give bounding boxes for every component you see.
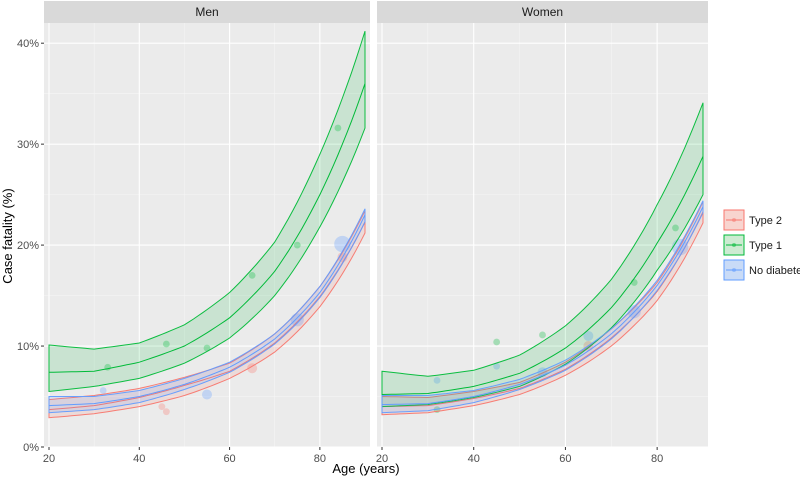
legend-item-no-diabetes: No diabetes xyxy=(723,259,800,281)
observed-point xyxy=(539,331,546,339)
legend-item-type-1: Type 1 xyxy=(723,234,782,256)
y-tick-label: 20% xyxy=(17,240,39,252)
observed-point xyxy=(158,403,166,411)
confidence-band-type-1 xyxy=(48,30,366,393)
x-tick-label: 80 xyxy=(651,453,663,465)
x-tick-label: 80 xyxy=(314,453,326,465)
legend: Type 2 Type 1 No diabetes xyxy=(723,209,800,281)
x-tick-label: 40 xyxy=(133,453,145,465)
observed-point xyxy=(493,338,501,346)
confidence-band-type-1 xyxy=(381,102,704,408)
mean-line-type-1 xyxy=(381,156,704,395)
mean-line-type-1 xyxy=(48,83,366,373)
legend-key-point xyxy=(732,268,736,272)
legend-key-point xyxy=(732,243,736,247)
observed-point xyxy=(334,124,342,132)
mean-line-type-2 xyxy=(48,221,366,411)
y-tick-label: 40% xyxy=(17,38,39,50)
observed-point xyxy=(293,241,301,249)
x-tick-label: 40 xyxy=(468,453,480,465)
y-axis-title: Case fatality (%) xyxy=(0,188,15,283)
x-tick-label: 20 xyxy=(43,453,55,465)
observed-point xyxy=(290,313,304,327)
observed-point xyxy=(583,330,594,341)
observed-point xyxy=(202,389,212,400)
y-tick-label: 0% xyxy=(23,442,39,454)
observed-point xyxy=(162,408,170,416)
facet-strip xyxy=(44,1,370,23)
confidence-band-type-2 xyxy=(381,201,704,416)
observed-point xyxy=(203,344,211,352)
observed-point xyxy=(334,235,351,253)
x-axis-title: Age (years) xyxy=(332,461,399,476)
panel-women: Women 20 40 60 80 xyxy=(376,1,708,465)
facet-strip-label: Women xyxy=(522,5,563,19)
mean-line-no-diabetes xyxy=(381,206,704,406)
panel-men: Men 20 40 60 80 0% 10% 20% 30% 40% xyxy=(17,1,370,465)
observed-point xyxy=(162,340,170,348)
observed-point xyxy=(493,362,501,370)
confidence-band-no-diabetes xyxy=(48,208,366,414)
facet-strip xyxy=(377,1,708,23)
y-tick-label: 10% xyxy=(17,341,39,353)
legend-label: Type 1 xyxy=(749,240,782,252)
x-tick-label: 20 xyxy=(376,453,388,465)
legend-label: Type 2 xyxy=(749,215,782,227)
observed-point xyxy=(99,387,107,394)
legend-item-type-2: Type 2 xyxy=(723,209,782,231)
mean-line-no-diabetes xyxy=(48,214,366,407)
x-tick-label: 60 xyxy=(559,453,571,465)
legend-label: No diabetes xyxy=(749,265,800,277)
y-tick-label: 30% xyxy=(17,139,39,151)
observed-point xyxy=(433,376,441,384)
legend-key-point xyxy=(732,218,736,222)
observed-point xyxy=(672,224,679,232)
panels-group: Men 20 40 60 80 0% 10% 20% 30% 40% Women 20 40 60 80 xyxy=(17,1,708,465)
observed-point xyxy=(248,271,256,279)
observed-point xyxy=(247,363,258,374)
x-tick-label: 60 xyxy=(223,453,235,465)
facet-strip-label: Men xyxy=(195,5,218,19)
